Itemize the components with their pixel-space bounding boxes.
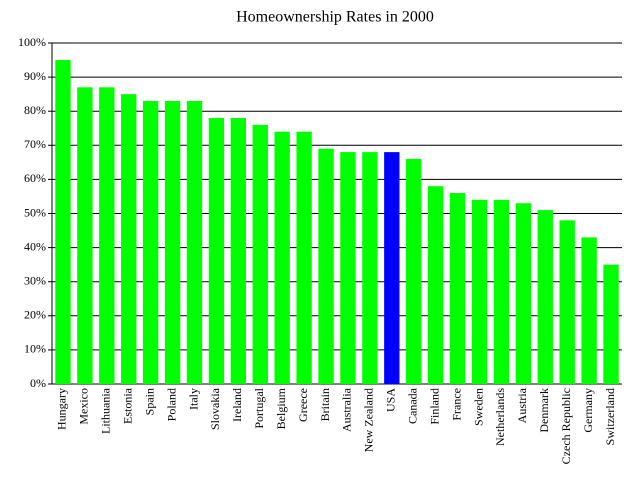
bar	[55, 60, 71, 385]
bar	[362, 152, 378, 384]
x-tick-label: Estonia	[120, 387, 134, 424]
bar	[581, 237, 597, 384]
x-tick-label: New Zealand	[362, 388, 376, 452]
x-tick-label: Australia	[340, 387, 354, 432]
bar	[274, 131, 290, 384]
bar	[296, 131, 312, 384]
y-tick-label: 20%	[24, 308, 46, 322]
bar	[77, 87, 93, 384]
bar	[164, 100, 181, 384]
bar	[121, 94, 137, 385]
chart-title: Homeownership Rates in 2000	[236, 9, 434, 26]
bar	[427, 186, 444, 384]
y-tick-label: 40%	[24, 239, 46, 253]
bar	[230, 118, 247, 385]
x-tick-label: Slovakia	[208, 387, 222, 430]
x-tick-label: Spain	[142, 388, 156, 415]
y-tick-label: 80%	[24, 103, 46, 117]
x-tick-label: Britain	[318, 388, 332, 421]
bar	[99, 87, 115, 384]
x-tick-label: Denmark	[537, 388, 551, 433]
x-tick-label: Lithuania	[99, 387, 113, 434]
y-tick-label: 90%	[24, 69, 46, 83]
x-tick-label: Sweden	[471, 388, 485, 426]
bar	[537, 210, 553, 384]
x-tick-label: Switzerland	[603, 388, 617, 445]
bar	[449, 193, 466, 384]
x-tick-label: Hungary	[55, 388, 69, 430]
x-tick-label: Canada	[405, 387, 419, 424]
x-tick-label: Germany	[581, 388, 595, 433]
x-tick-label: Czech Republic	[559, 388, 573, 464]
bar	[252, 124, 268, 384]
bar	[559, 220, 575, 384]
bar	[493, 199, 510, 384]
x-tick-label: USA	[384, 388, 398, 412]
x-tick-label: Finland	[427, 388, 441, 425]
x-tick-label: Poland	[164, 388, 178, 421]
y-tick-label: 70%	[24, 137, 46, 151]
y-tick-label: 100%	[18, 35, 46, 49]
bar	[318, 148, 334, 384]
bar	[208, 118, 225, 385]
bar	[340, 152, 356, 384]
bar	[603, 264, 619, 384]
x-tick-label: Belgium	[274, 387, 288, 429]
y-tick-label: 30%	[24, 273, 46, 287]
y-tick-label: 60%	[24, 171, 46, 185]
x-tick-label: Italy	[186, 388, 200, 410]
bar	[186, 100, 203, 384]
x-tick-label: Greece	[296, 388, 310, 422]
bar	[142, 100, 159, 384]
bar	[406, 158, 422, 384]
bar	[515, 203, 532, 384]
y-tick-label: 50%	[24, 205, 46, 219]
x-tick-label: Portugal	[252, 387, 266, 428]
x-tick-label: France	[449, 388, 463, 421]
bar	[471, 199, 488, 384]
x-tick-label: Netherlands	[493, 388, 507, 446]
x-tick-label: Mexico	[77, 388, 91, 425]
x-tick-label: Austria	[515, 387, 529, 423]
y-tick-label: 10%	[24, 342, 46, 356]
y-tick-label: 0%	[30, 376, 46, 390]
bar	[384, 152, 400, 384]
x-tick-label: Ireland	[230, 388, 244, 422]
